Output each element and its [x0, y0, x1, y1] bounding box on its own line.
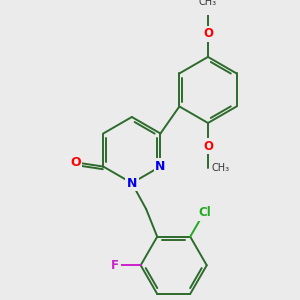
Text: CH₃: CH₃: [211, 163, 230, 172]
Text: N: N: [155, 160, 166, 173]
Text: Cl: Cl: [198, 206, 211, 219]
Text: N: N: [127, 176, 137, 190]
Text: F: F: [111, 259, 119, 272]
Text: CH₃: CH₃: [199, 0, 217, 8]
Text: O: O: [70, 156, 81, 169]
Text: O: O: [203, 27, 213, 40]
Text: O: O: [203, 140, 213, 153]
